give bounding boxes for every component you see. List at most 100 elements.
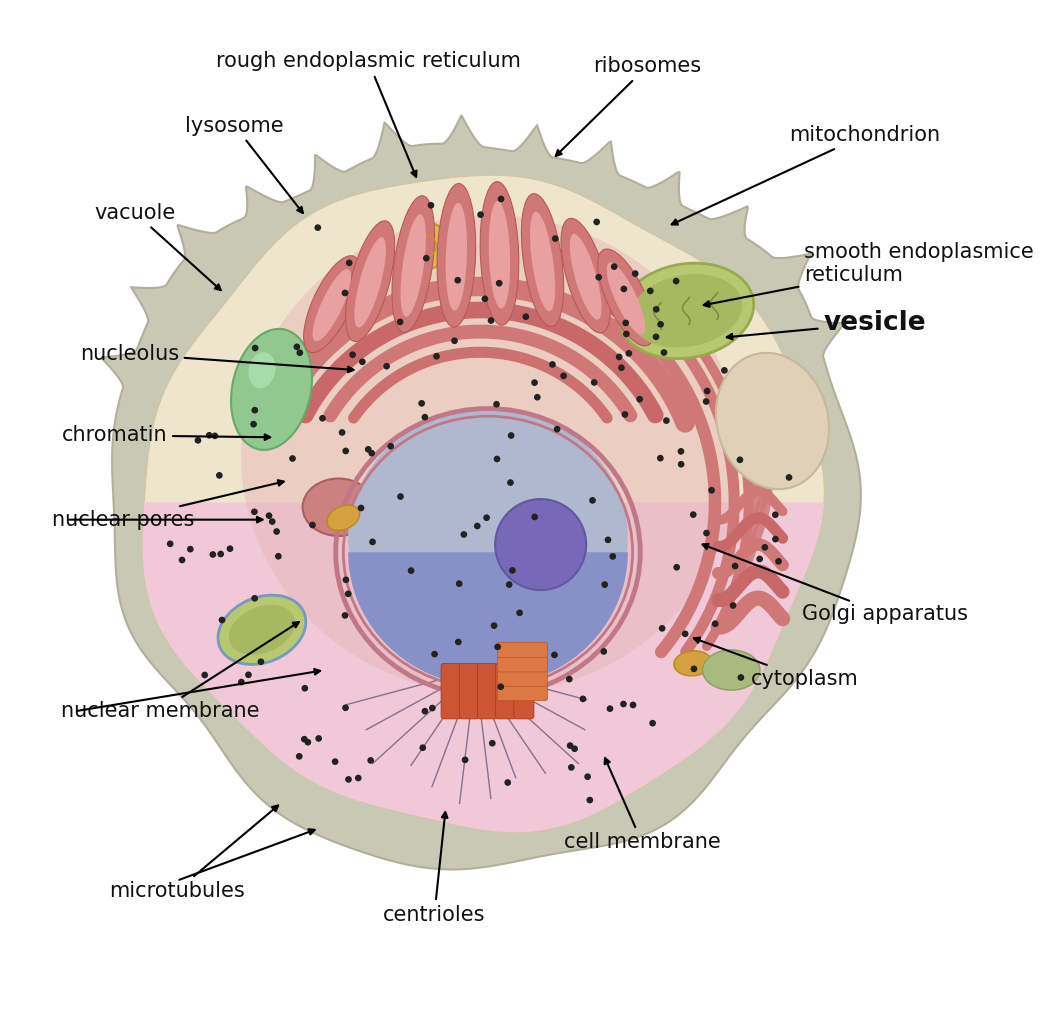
Circle shape: [704, 529, 710, 537]
Ellipse shape: [488, 201, 510, 308]
Circle shape: [611, 263, 617, 270]
Text: cell membrane: cell membrane: [564, 758, 720, 852]
Circle shape: [456, 581, 463, 587]
Circle shape: [621, 286, 627, 292]
Circle shape: [772, 536, 779, 543]
Circle shape: [294, 343, 300, 350]
Circle shape: [211, 432, 218, 439]
Circle shape: [483, 514, 490, 521]
Circle shape: [593, 218, 600, 225]
Ellipse shape: [630, 274, 742, 347]
Circle shape: [553, 426, 561, 432]
Ellipse shape: [496, 499, 586, 590]
Circle shape: [507, 479, 513, 486]
Circle shape: [785, 474, 793, 480]
Ellipse shape: [392, 196, 435, 333]
Circle shape: [218, 616, 226, 624]
Text: mitochondrion: mitochondrion: [672, 125, 940, 224]
Circle shape: [657, 321, 664, 328]
Circle shape: [523, 313, 529, 321]
Circle shape: [314, 224, 321, 231]
Ellipse shape: [313, 269, 351, 341]
Circle shape: [607, 706, 613, 712]
Circle shape: [474, 522, 481, 529]
Circle shape: [552, 236, 559, 242]
Ellipse shape: [607, 262, 645, 335]
Ellipse shape: [218, 595, 306, 665]
Text: vesicle: vesicle: [727, 310, 926, 339]
Circle shape: [273, 528, 280, 535]
Circle shape: [421, 414, 428, 421]
Circle shape: [369, 450, 375, 457]
Circle shape: [345, 776, 352, 782]
Ellipse shape: [327, 505, 360, 530]
Circle shape: [653, 306, 659, 312]
Circle shape: [304, 739, 311, 745]
Text: vacuole: vacuole: [94, 203, 220, 290]
Circle shape: [364, 446, 372, 453]
FancyBboxPatch shape: [498, 671, 547, 686]
Circle shape: [482, 296, 488, 302]
Circle shape: [561, 373, 567, 379]
Ellipse shape: [674, 651, 712, 676]
Circle shape: [551, 651, 558, 658]
Circle shape: [210, 551, 216, 558]
Text: cytoplasm: cytoplasm: [694, 638, 858, 689]
Circle shape: [368, 757, 374, 764]
Circle shape: [618, 365, 625, 371]
Circle shape: [202, 672, 208, 678]
Circle shape: [677, 461, 685, 468]
FancyBboxPatch shape: [498, 642, 547, 657]
Circle shape: [401, 222, 448, 269]
Circle shape: [455, 639, 462, 645]
Circle shape: [296, 349, 303, 356]
Circle shape: [621, 700, 627, 708]
Ellipse shape: [354, 238, 386, 328]
Circle shape: [266, 512, 272, 519]
Text: ribosomes: ribosomes: [555, 56, 701, 156]
Circle shape: [632, 270, 638, 276]
Circle shape: [432, 650, 438, 657]
Circle shape: [370, 539, 376, 545]
Circle shape: [434, 353, 440, 359]
Circle shape: [187, 546, 193, 553]
Ellipse shape: [480, 181, 519, 326]
Circle shape: [591, 379, 597, 386]
Circle shape: [332, 758, 338, 765]
Circle shape: [339, 429, 345, 436]
Circle shape: [350, 351, 356, 358]
Circle shape: [250, 421, 257, 428]
Circle shape: [315, 735, 322, 741]
FancyBboxPatch shape: [478, 664, 498, 719]
Circle shape: [496, 280, 503, 287]
Ellipse shape: [345, 221, 395, 341]
Circle shape: [660, 349, 668, 356]
Circle shape: [301, 685, 309, 691]
Ellipse shape: [229, 605, 295, 654]
Circle shape: [580, 695, 586, 702]
Circle shape: [490, 623, 498, 629]
Circle shape: [319, 415, 326, 422]
Circle shape: [609, 553, 616, 560]
Circle shape: [421, 708, 428, 715]
Circle shape: [275, 553, 281, 559]
Circle shape: [344, 591, 352, 597]
Circle shape: [531, 514, 538, 520]
Circle shape: [708, 486, 715, 494]
Circle shape: [508, 432, 514, 439]
Circle shape: [691, 666, 697, 672]
Circle shape: [227, 546, 233, 552]
Circle shape: [584, 773, 591, 780]
Circle shape: [194, 437, 202, 443]
Circle shape: [568, 764, 574, 771]
Circle shape: [772, 511, 779, 518]
Circle shape: [407, 567, 415, 574]
Circle shape: [238, 679, 245, 685]
Circle shape: [534, 394, 541, 400]
Circle shape: [531, 379, 538, 386]
FancyBboxPatch shape: [513, 664, 534, 719]
Polygon shape: [716, 353, 830, 489]
Circle shape: [571, 745, 578, 752]
Circle shape: [673, 564, 680, 570]
Ellipse shape: [570, 233, 602, 319]
